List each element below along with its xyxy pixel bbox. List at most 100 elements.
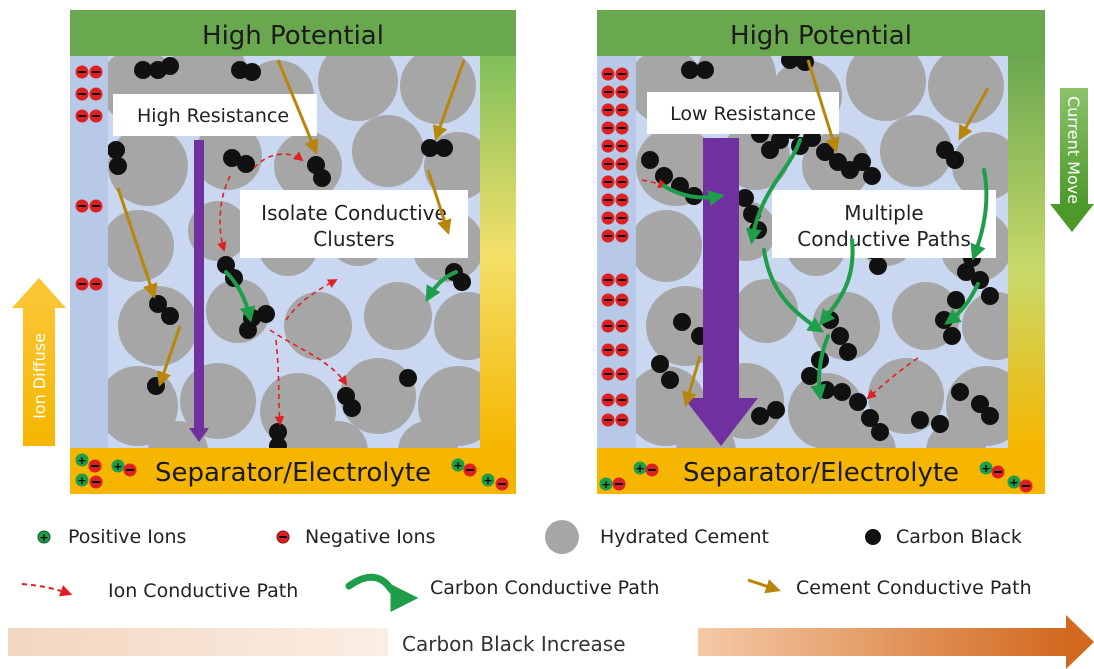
carbon-particle [946,151,964,169]
right-resistance-label: Low Resistance [670,103,816,125]
cement-particle [400,56,476,124]
minus-sign [618,419,626,421]
carbon-particle [673,313,691,331]
cement-particle [108,126,188,206]
minus-sign [604,91,612,93]
carbon-particle [696,61,714,79]
carbon-particle [869,257,887,275]
minus-sign [618,325,626,327]
cement-particle [952,132,1008,200]
cement-particle [636,210,702,282]
left-electrode-strip [70,56,108,448]
legend-negative-ions: Negative Ions [305,526,436,548]
carbon-particle [951,383,969,401]
ion-path-icon [21,583,73,597]
carbon-particle [957,263,975,281]
carbon-increase-bar-left [8,628,388,656]
minus-sign [78,93,86,95]
minus-sign [466,469,474,471]
carbon-path-icon [345,573,419,612]
left-cluster-label-1: Isolate Conductive [261,201,447,225]
positive-ion [75,453,89,467]
carbon-particle [257,305,275,323]
cement-conductive-path [116,187,158,299]
carbon-particle [971,395,989,413]
carbon-particle [849,393,867,411]
right-paths-label-1: Multiple [844,201,923,225]
cement-particle [636,126,716,206]
ion-conductive-path [285,279,338,321]
legend-icons: + [21,520,881,612]
carbon-particle [269,437,287,448]
carbon-particle [871,423,889,441]
minus-sign [604,217,612,219]
minus-sign [92,205,100,207]
minus-sign [92,115,100,117]
minus-sign [604,163,612,165]
ion-conductive-path [253,151,304,169]
carbon-particle [863,167,881,185]
positive-ion [599,477,613,491]
carbon-particle [861,409,879,427]
minus-sign [78,205,86,207]
minus-sign [618,145,626,147]
carbon-conductive-path [224,270,256,323]
carbon-conductive-path [745,138,802,245]
minus-sign [604,181,612,183]
carbon-particle [681,61,699,79]
minus-sign [618,373,626,375]
legend-carbon-black: Carbon Black [896,526,1022,548]
minus-sign [618,399,626,401]
carbon-particle [421,139,439,157]
cement-conductive-path [682,355,702,407]
minus-sign [618,349,626,351]
carbon-particle [736,189,754,207]
minus-sign [604,199,612,201]
cement-conductive-path [806,59,840,153]
carbon-black-icon [865,529,881,545]
carbon-particle [161,57,179,75]
minus-sign [618,163,626,165]
current-move-arrow: Current Move [1050,88,1094,232]
minus-sign [618,299,626,301]
minus-sign [604,325,612,327]
minus-sign [618,279,626,281]
cement-particle [108,210,174,282]
carbon-conductive-path [662,184,725,207]
cement-conductive-path [276,59,319,155]
plus-sign: + [601,478,610,491]
ion-conductive-path [866,357,919,400]
minus-sign [78,71,86,73]
carbon-conductive-path [970,168,989,261]
carbon-conductive-path [762,248,824,333]
cement-conductive-path [958,87,990,141]
positive-ion-icon: + [37,530,51,544]
carbon-particle [313,169,331,187]
carbon-particle [269,423,287,441]
left-panel: High Potential Separator/Electrolyte Hig… [70,10,516,494]
ion-conductive-path [274,339,285,426]
carbon-particle [943,327,961,345]
left-resistance-box [113,94,317,136]
carbon-particle [237,155,255,173]
carbon-particle [134,61,152,79]
carbon-particle [239,321,257,339]
ion-conductive-path [269,329,348,386]
plus-sign: + [77,454,86,467]
minus-sign [604,109,612,111]
positive-ion [75,473,89,487]
cement-conductive-path [432,59,466,141]
right-resistance-arrow [684,138,758,446]
minus-sign [604,73,612,75]
minus-sign [618,73,626,75]
carbon-particle [109,157,127,175]
cement-particle [352,115,424,187]
right-resistance-box [647,92,839,134]
left-resistance-arrow [189,140,209,442]
carbon-particle [651,355,669,373]
carbon-particle [767,401,785,419]
left-cluster-label-2: Clusters [313,227,394,251]
left-cluster-box [240,190,468,258]
plus-sign: + [635,462,644,475]
dynamic-layer: + + + + + + + + + [75,59,1033,493]
